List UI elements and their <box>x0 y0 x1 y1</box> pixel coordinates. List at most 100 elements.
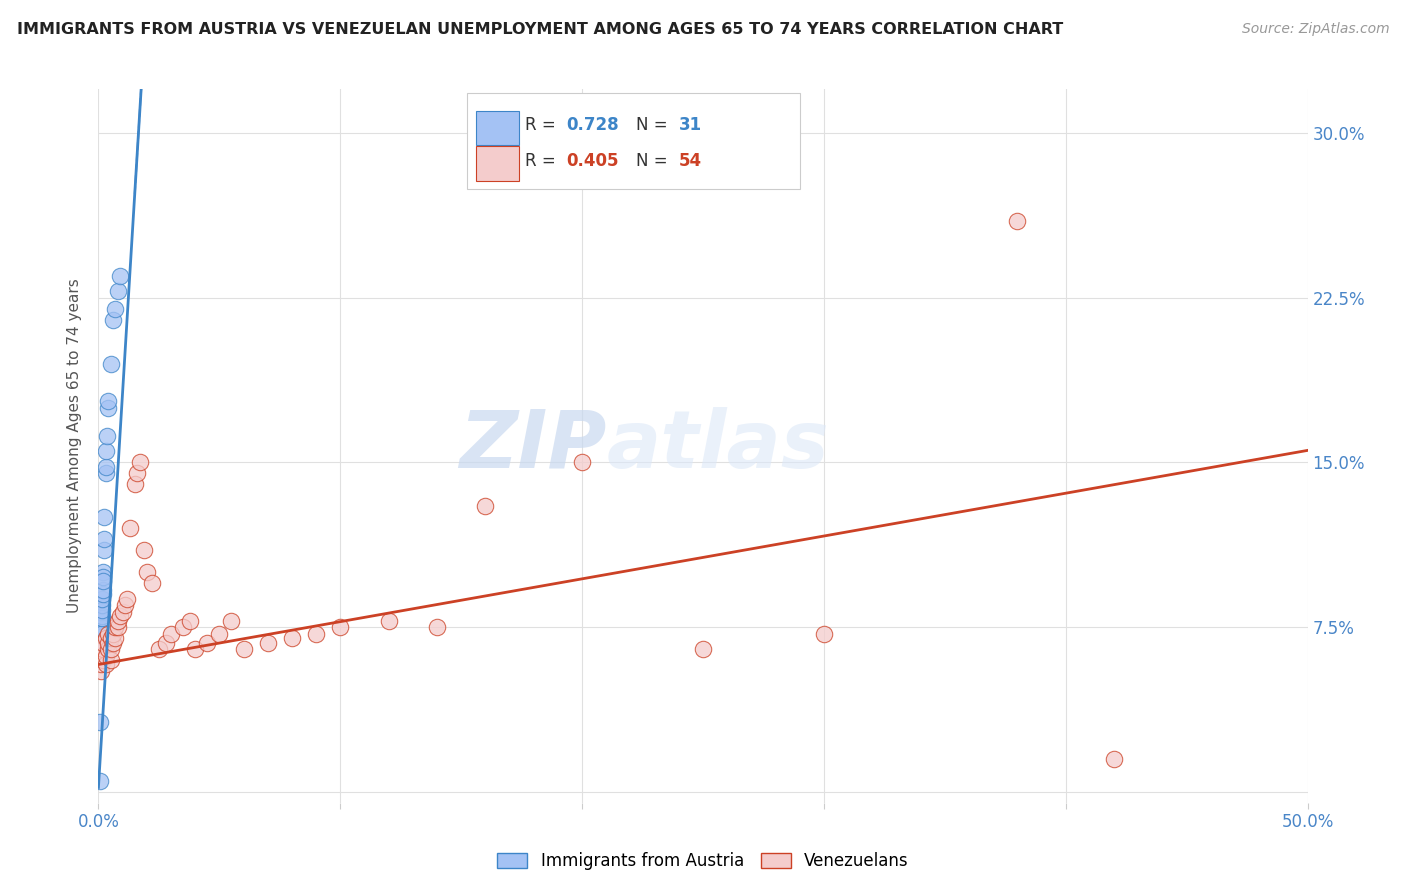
Point <box>160 626 183 640</box>
FancyBboxPatch shape <box>475 146 519 180</box>
Point <box>107 614 129 628</box>
Point <box>97 401 120 415</box>
Point <box>94 648 117 663</box>
Point <box>221 614 243 628</box>
Point <box>101 626 124 640</box>
Point <box>107 620 129 634</box>
Point <box>135 566 157 580</box>
Point <box>90 626 112 640</box>
Point <box>692 642 714 657</box>
Point <box>91 569 114 583</box>
Point <box>94 459 117 474</box>
Point <box>93 533 115 547</box>
Text: IMMIGRANTS FROM AUSTRIA VS VENEZUELAN UNEMPLOYMENT AMONG AGES 65 TO 74 YEARS COR: IMMIGRANTS FROM AUSTRIA VS VENEZUELAN UN… <box>17 22 1063 37</box>
Point <box>97 626 120 640</box>
Point <box>89 773 111 788</box>
Point <box>90 635 112 649</box>
Point <box>91 574 114 588</box>
Point <box>90 657 112 672</box>
Point <box>114 598 136 612</box>
Point <box>97 642 120 657</box>
Point <box>813 626 835 640</box>
Point <box>93 543 115 558</box>
Point <box>96 444 118 458</box>
Point <box>426 620 449 634</box>
Text: N =: N = <box>637 152 673 170</box>
Text: R =: R = <box>526 116 561 135</box>
Text: Source: ZipAtlas.com: Source: ZipAtlas.com <box>1241 22 1389 37</box>
Point <box>90 609 112 624</box>
Point <box>94 467 117 481</box>
Point <box>91 591 114 606</box>
Point <box>100 357 122 371</box>
Point <box>100 631 122 645</box>
Text: N =: N = <box>637 116 673 135</box>
Point <box>141 576 163 591</box>
Point <box>91 642 114 657</box>
Point <box>97 635 120 649</box>
FancyBboxPatch shape <box>467 93 800 189</box>
Point <box>208 626 231 640</box>
Point <box>571 455 593 469</box>
Point <box>377 614 399 628</box>
Point <box>117 591 139 606</box>
Point <box>90 620 112 634</box>
Point <box>94 657 117 672</box>
Point <box>90 605 112 619</box>
Text: 54: 54 <box>679 152 702 170</box>
Point <box>91 602 114 616</box>
Point <box>93 510 115 524</box>
Point <box>104 631 127 645</box>
Point <box>172 620 194 634</box>
Text: atlas: atlas <box>606 407 830 485</box>
Point <box>96 429 118 443</box>
Y-axis label: Unemployment Among Ages 65 to 74 years: Unemployment Among Ages 65 to 74 years <box>67 278 83 614</box>
Point <box>155 635 177 649</box>
Point <box>101 312 124 326</box>
Point <box>97 394 120 409</box>
Point <box>94 631 117 645</box>
Point <box>90 664 112 678</box>
Text: ZIP: ZIP <box>458 407 606 485</box>
Point <box>108 609 131 624</box>
Legend: Immigrants from Austria, Venezuelans: Immigrants from Austria, Venezuelans <box>491 846 915 877</box>
Point <box>1007 214 1029 228</box>
Text: 31: 31 <box>679 116 702 135</box>
Point <box>104 301 127 316</box>
Point <box>100 642 122 657</box>
Point <box>195 635 218 649</box>
Point <box>91 587 114 601</box>
Point <box>90 611 112 625</box>
Point <box>1102 752 1125 766</box>
FancyBboxPatch shape <box>475 111 519 145</box>
Point <box>281 631 304 645</box>
Point <box>232 642 254 657</box>
Point <box>329 620 352 634</box>
Text: 0.728: 0.728 <box>567 116 619 135</box>
Point <box>90 648 112 663</box>
Point <box>104 620 127 634</box>
Point <box>91 635 114 649</box>
Text: 0.405: 0.405 <box>567 152 619 170</box>
Point <box>107 284 129 298</box>
Point <box>91 598 114 612</box>
Point <box>134 543 156 558</box>
Point <box>91 653 114 667</box>
Point <box>90 614 112 628</box>
Point <box>305 626 328 640</box>
Point <box>179 614 201 628</box>
Point <box>256 635 278 649</box>
Point <box>91 582 114 597</box>
Point <box>100 653 122 667</box>
Point <box>89 714 111 729</box>
Point <box>108 268 131 283</box>
Point <box>148 642 170 657</box>
Point <box>91 566 114 580</box>
Point <box>474 500 496 514</box>
Point <box>101 635 124 649</box>
Point <box>124 477 146 491</box>
Point <box>118 521 141 535</box>
Text: R =: R = <box>526 152 561 170</box>
Point <box>128 455 150 469</box>
Point <box>111 605 134 619</box>
